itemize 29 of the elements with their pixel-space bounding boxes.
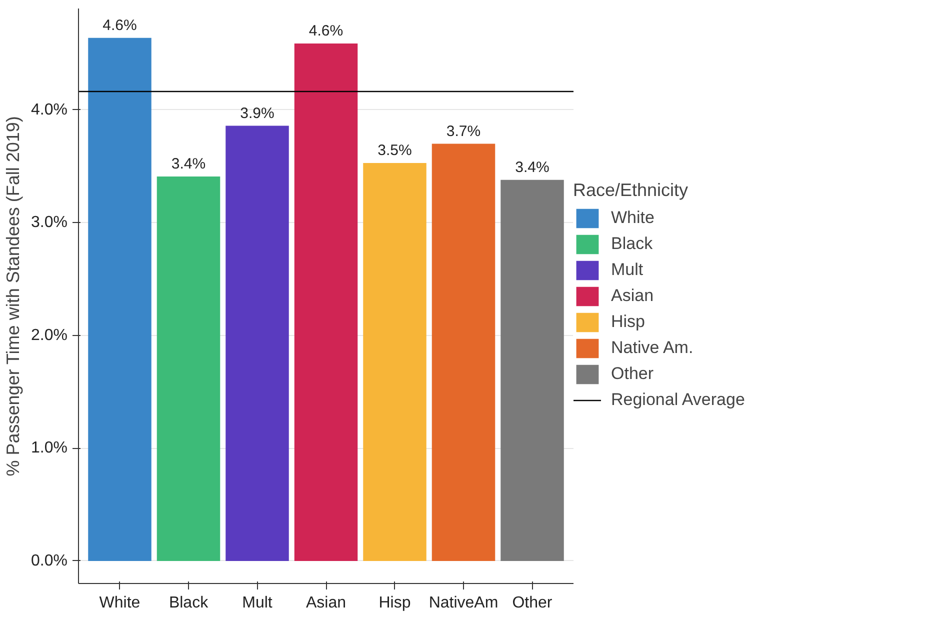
y-tick-label: 2.0% [31, 326, 68, 344]
data-label: 3.7% [446, 122, 481, 140]
data-label: 4.6% [102, 16, 137, 34]
data-label: 3.9% [240, 104, 274, 122]
legend-label: Regional Average [611, 390, 745, 410]
x-tick-label: NativeAm [428, 594, 498, 612]
data-label: 3.4% [515, 158, 550, 176]
legend-label: Black [611, 234, 653, 254]
data-label: 3.4% [171, 155, 206, 172]
legend-label: Native Am. [611, 338, 694, 358]
legend-label: Hisp [611, 312, 646, 332]
data-label: 3.5% [378, 142, 412, 159]
legend-label: Other [611, 364, 654, 384]
legend-title: Race/Ethnicity [573, 180, 690, 200]
legend-label: Asian [611, 286, 654, 306]
data-label: 4.6% [308, 22, 344, 40]
y-tick-label: 3.0% [31, 214, 68, 232]
legend-label: Mult [611, 260, 644, 280]
x-tick-label: Hisp [378, 594, 411, 612]
x-tick-label: Mult [242, 594, 273, 612]
y-tick-label: 4.0% [31, 101, 68, 118]
x-tick-label: Asian [306, 594, 346, 612]
x-tick-label: Other [512, 594, 553, 612]
legend-label: White [611, 208, 654, 228]
y-axis-title: % Passenger Time with Standees (Fall 2019) [3, 116, 24, 476]
y-tick-label: 1.0% [31, 440, 68, 457]
x-tick-label: White [99, 594, 140, 612]
x-tick-label: Black [168, 594, 210, 612]
y-tick-label: 0.0% [31, 552, 68, 570]
